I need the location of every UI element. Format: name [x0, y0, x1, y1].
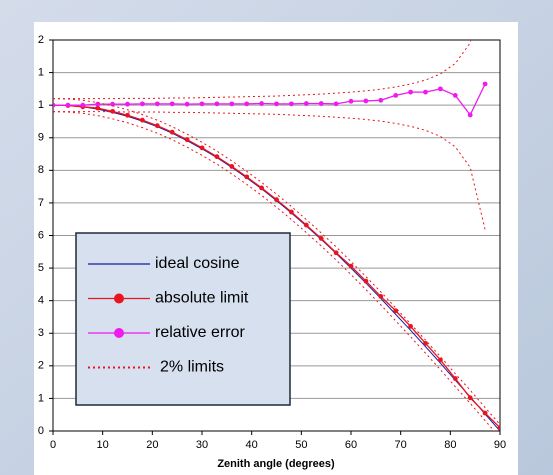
- marker: [393, 92, 399, 98]
- marker: [259, 185, 264, 191]
- marker: [110, 108, 115, 114]
- marker: [125, 112, 130, 118]
- marker: [229, 101, 235, 107]
- marker: [318, 236, 324, 241]
- marker: [140, 117, 145, 123]
- x-tick-label: 50: [295, 439, 307, 451]
- marker: [65, 102, 71, 108]
- marker: [467, 112, 473, 118]
- y-tick-label: 2: [38, 34, 44, 46]
- limit-line: [53, 98, 500, 425]
- marker: [140, 101, 145, 107]
- marker: [348, 98, 354, 104]
- y-tick-label: 1: [38, 392, 44, 404]
- marker: [154, 101, 160, 107]
- y-tick-label: 5: [38, 262, 44, 274]
- marker: [184, 101, 190, 107]
- marker: [408, 324, 413, 329]
- x-tick-label: 60: [345, 439, 357, 451]
- limit-line: [53, 40, 472, 100]
- marker: [482, 81, 488, 87]
- y-tick-label: 4: [38, 295, 44, 307]
- marker: [169, 129, 175, 135]
- y-tick-label: 2: [38, 360, 44, 372]
- marker: [423, 89, 428, 95]
- y-tick-label: 6: [38, 229, 44, 241]
- y-tick-label: 9: [38, 132, 44, 144]
- x-tick-label: 40: [246, 439, 258, 451]
- marker: [289, 209, 294, 215]
- marker: [259, 101, 264, 106]
- legend-box: [75, 232, 291, 406]
- marker: [199, 101, 205, 107]
- marker: [154, 123, 160, 129]
- marker: [423, 340, 428, 346]
- marker: [363, 98, 369, 104]
- marker: [289, 101, 294, 107]
- marker: [333, 250, 339, 256]
- legend-label: ideal cosine: [155, 255, 240, 272]
- x-tick-label: 70: [395, 439, 407, 451]
- x-tick-label: 80: [444, 439, 456, 451]
- marker: [438, 86, 443, 92]
- series-line: [53, 83, 486, 117]
- legend-label: absolute limit: [155, 290, 249, 307]
- marker: [184, 137, 190, 143]
- y-tick-label: 1: [38, 66, 44, 78]
- marker: [452, 92, 458, 98]
- marker: [199, 145, 205, 151]
- marker: [274, 197, 279, 203]
- marker: [125, 101, 130, 107]
- y-tick-label: 7: [38, 197, 44, 209]
- limit-line: [53, 111, 486, 230]
- marker: [467, 395, 473, 401]
- y-tick-label: 3: [38, 327, 44, 339]
- marker: [169, 101, 175, 107]
- x-axis-title: Zenith angle (degrees): [217, 458, 335, 470]
- marker: [482, 410, 488, 416]
- x-tick-label: 30: [196, 439, 208, 451]
- marker: [348, 263, 354, 269]
- marker: [378, 97, 384, 103]
- x-tick-label: 20: [146, 439, 158, 451]
- marker: [303, 222, 309, 228]
- marker: [363, 278, 369, 284]
- legend-marker: [114, 328, 124, 338]
- legend-label: relative error: [155, 324, 245, 341]
- marker: [452, 376, 458, 381]
- marker: [80, 102, 86, 108]
- marker: [214, 101, 220, 107]
- marker: [408, 89, 413, 95]
- marker: [497, 425, 500, 431]
- legend-marker: [114, 293, 124, 304]
- marker: [333, 101, 339, 107]
- marker: [110, 101, 115, 107]
- marker: [303, 101, 309, 106]
- limit-line: [53, 111, 495, 431]
- marker: [229, 164, 235, 169]
- marker: [318, 101, 324, 106]
- marker: [274, 101, 279, 107]
- x-tick-label: 90: [494, 439, 506, 451]
- marker: [393, 308, 399, 314]
- marker: [95, 105, 101, 111]
- marker: [214, 154, 220, 160]
- marker: [244, 174, 250, 180]
- y-tick-label: 8: [38, 164, 44, 176]
- y-tick-label: 0: [38, 425, 44, 437]
- x-tick-label: 0: [50, 439, 56, 451]
- x-tick-label: 10: [97, 439, 109, 451]
- marker: [53, 102, 56, 108]
- marker: [378, 294, 384, 299]
- marker: [244, 101, 250, 107]
- y-tick-label: 1: [38, 99, 44, 111]
- legend-label: 2% limits: [160, 359, 224, 376]
